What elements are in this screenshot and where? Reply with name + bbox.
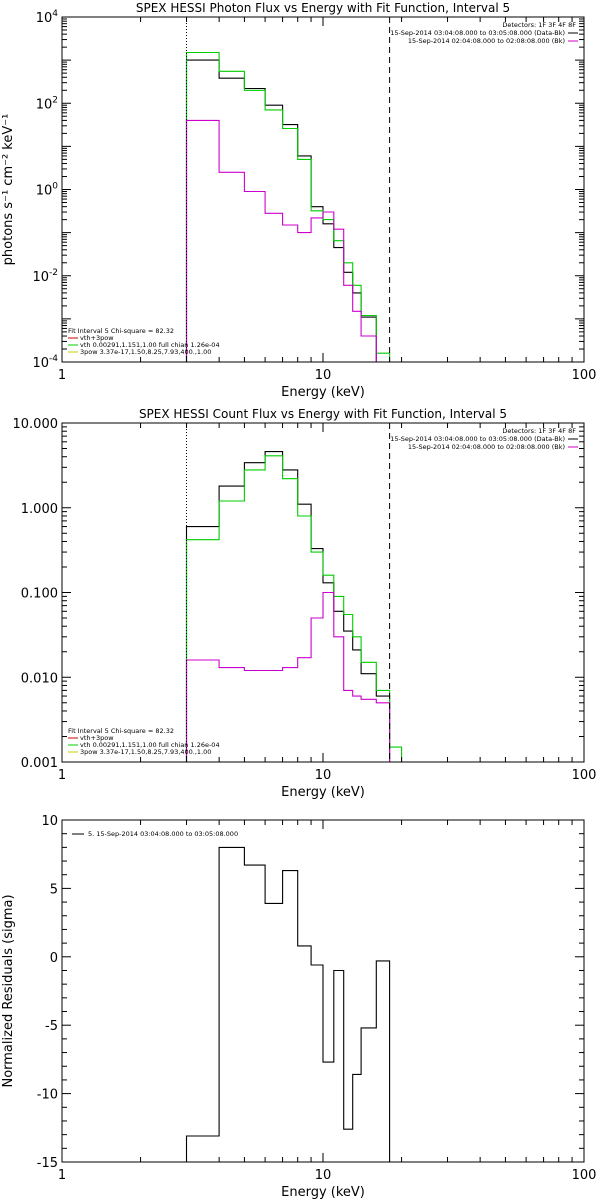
y-tick-label: 10.000 bbox=[13, 417, 59, 432]
legend-header: Detectors: 1F 3F 4F 8F bbox=[502, 427, 576, 435]
legend-item-label: 15-Sep-2014 02:04:08.000 to 02:08:08.000… bbox=[408, 37, 565, 45]
y-tick-label: 0.010 bbox=[21, 671, 58, 686]
plot-frame bbox=[61, 16, 585, 363]
x-tick-label: 1 bbox=[58, 1168, 66, 1183]
x-tick-label: 10 bbox=[315, 768, 332, 783]
legend-header: Detectors: 1F 3F 4F 8F bbox=[502, 21, 576, 29]
x-tick-label: 100 bbox=[572, 768, 597, 783]
series-line-1 bbox=[185, 846, 391, 1162]
y-tick-label: 1.000 bbox=[21, 502, 58, 517]
y-tick-label: 100 bbox=[36, 182, 59, 199]
residual-legend-label: 5. 15-Sep-2014 03:04:08.000 to 03:05:08.… bbox=[88, 830, 238, 838]
x-tick-label: 1 bbox=[58, 368, 66, 383]
fit-legend-header: Fit Interval 5 Chi-square = 82.32 bbox=[68, 327, 174, 335]
legend-item-label: 15-Sep-2014 03:04:08.000 to 03:05:08.000… bbox=[390, 435, 565, 443]
x-tick-label: 10 bbox=[315, 368, 332, 383]
y-axis-label: photons s⁻¹ cm⁻² keV⁻¹ bbox=[1, 114, 16, 266]
x-tick-label: 10 bbox=[315, 1168, 332, 1183]
series-line-1 bbox=[185, 59, 391, 362]
fit-legend-item-label: vth+3pow bbox=[80, 734, 114, 742]
series-line-2 bbox=[185, 51, 403, 362]
y-tick-label: -5 bbox=[45, 1019, 58, 1034]
chart-panel-2: 1 10 100 0.001 0.010 0.100 1.000 10.000 SPEX HES… bbox=[13, 407, 597, 800]
chart-panel-3: 1 10 100 -15 -10 -5 0 5 10 Energy (keV) Normalized… bbox=[1, 814, 596, 1200]
legend-item-label: 15-Sep-2014 03:04:08.000 to 03:05:08.000… bbox=[390, 29, 565, 37]
x-axis-label: Energy (keV) bbox=[281, 785, 365, 800]
y-tick-label: -10 bbox=[37, 1088, 58, 1103]
x-axis-label: Energy (keV) bbox=[281, 385, 365, 400]
chart-title: SPEX HESSI Count Flux vs Energy with Fit… bbox=[139, 407, 507, 421]
series-line-3 bbox=[185, 591, 391, 762]
plot-area bbox=[185, 451, 403, 762]
y-axis-label: Normalized Residuals (sigma) bbox=[1, 894, 16, 1087]
plot-area bbox=[185, 51, 403, 362]
fit-legend-item-label: vth 0.00291,1.151,1.00 full chian 1.26e-… bbox=[80, 741, 220, 749]
y-tick-label: 104 bbox=[36, 9, 59, 26]
chart-panel-1: 1 10 100 10-4 10-2 100 102 104 SPEX HESSI Photon… bbox=[1, 1, 596, 400]
y-tick-label: -15 bbox=[37, 1156, 58, 1171]
y-tick-label: 102 bbox=[36, 95, 58, 112]
fit-legend-item-label: vth 0.00291,1.151,1.00 full chian 1.26e-… bbox=[80, 341, 220, 349]
series-line-3 bbox=[185, 119, 391, 362]
x-tick-label: 1 bbox=[58, 768, 66, 783]
series-line-2 bbox=[185, 455, 403, 762]
fit-legend-item-label: 3pow 3.37e-17,1.50,8.25,7.93,400.,1.00 bbox=[80, 348, 211, 356]
chart-title: SPEX HESSI Photon Flux vs Energy with Fi… bbox=[136, 1, 510, 15]
y-tick-label: 10-2 bbox=[32, 268, 58, 285]
y-tick-label: 5 bbox=[50, 882, 58, 897]
x-tick-label: 100 bbox=[572, 368, 597, 383]
y-tick-label: 10 bbox=[41, 814, 58, 829]
series-line-1 bbox=[185, 451, 391, 762]
y-tick-label: 0 bbox=[50, 951, 58, 966]
legend-item-label: 15-Sep-2014 02:04:08.000 to 02:08:08.000… bbox=[408, 443, 565, 451]
x-tick-label: 100 bbox=[572, 1168, 597, 1183]
x-axis-label: Energy (keV) bbox=[281, 1185, 365, 1200]
fit-legend-item-label: vth+3pow bbox=[80, 334, 114, 342]
y-tick-label: 0.100 bbox=[21, 587, 58, 602]
y-tick-label: 10-4 bbox=[32, 354, 58, 371]
fit-legend-header: Fit Interval 5 Chi-square = 82.32 bbox=[68, 727, 174, 735]
fit-legend-item-label: 3pow 3.37e-17,1.50,8.25,7.93,400.,1.00 bbox=[80, 748, 211, 756]
y-tick-label: 0.001 bbox=[21, 756, 58, 771]
plot-area bbox=[185, 846, 391, 1162]
